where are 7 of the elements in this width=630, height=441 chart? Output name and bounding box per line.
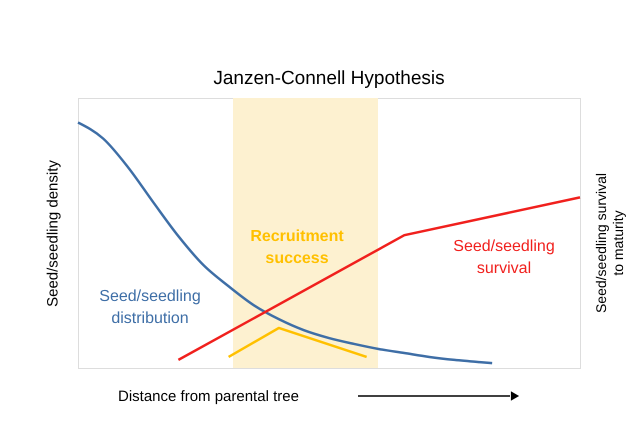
series-label: Seed/seedling distribution [99, 288, 201, 327]
x-axis-title: Distance from parental tree [118, 388, 299, 405]
y-axis-title: Seed/seedling density [44, 160, 62, 307]
series-label: Seed/seedling survival [453, 238, 555, 277]
y2-axis-title: Seed/seedling survival to maturity [593, 172, 626, 314]
chart-title: Janzen-Connell Hypothesis [213, 68, 445, 89]
annotation: Recruitment success [250, 228, 344, 267]
